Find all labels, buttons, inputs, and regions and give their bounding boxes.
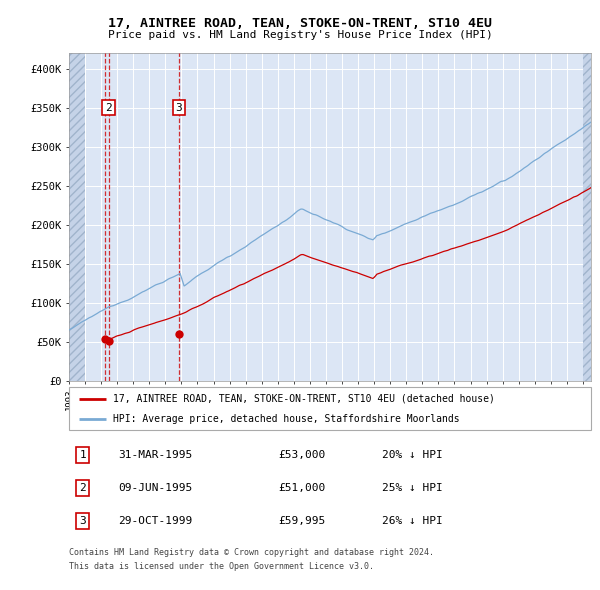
Text: 26% ↓ HPI: 26% ↓ HPI — [382, 516, 443, 526]
Text: 1: 1 — [79, 450, 86, 460]
Text: 20% ↓ HPI: 20% ↓ HPI — [382, 450, 443, 460]
Text: 2: 2 — [105, 103, 112, 113]
Text: 17, AINTREE ROAD, TEAN, STOKE-ON-TRENT, ST10 4EU (detached house): 17, AINTREE ROAD, TEAN, STOKE-ON-TRENT, … — [113, 394, 495, 404]
Text: £59,995: £59,995 — [278, 516, 325, 526]
Text: This data is licensed under the Open Government Licence v3.0.: This data is licensed under the Open Gov… — [69, 562, 374, 571]
Text: 25% ↓ HPI: 25% ↓ HPI — [382, 483, 443, 493]
Text: 3: 3 — [175, 103, 182, 113]
Text: Contains HM Land Registry data © Crown copyright and database right 2024.: Contains HM Land Registry data © Crown c… — [69, 548, 434, 556]
Text: £51,000: £51,000 — [278, 483, 325, 493]
Text: 17, AINTREE ROAD, TEAN, STOKE-ON-TRENT, ST10 4EU: 17, AINTREE ROAD, TEAN, STOKE-ON-TRENT, … — [108, 17, 492, 30]
Text: 31-MAR-1995: 31-MAR-1995 — [119, 450, 193, 460]
Text: £53,000: £53,000 — [278, 450, 325, 460]
Bar — [69, 53, 85, 381]
Text: 29-OCT-1999: 29-OCT-1999 — [119, 516, 193, 526]
Text: HPI: Average price, detached house, Staffordshire Moorlands: HPI: Average price, detached house, Staf… — [113, 414, 460, 424]
Bar — [583, 53, 591, 381]
Text: 2: 2 — [79, 483, 86, 493]
Text: 09-JUN-1995: 09-JUN-1995 — [119, 483, 193, 493]
Text: 3: 3 — [79, 516, 86, 526]
Text: Price paid vs. HM Land Registry's House Price Index (HPI): Price paid vs. HM Land Registry's House … — [107, 30, 493, 40]
